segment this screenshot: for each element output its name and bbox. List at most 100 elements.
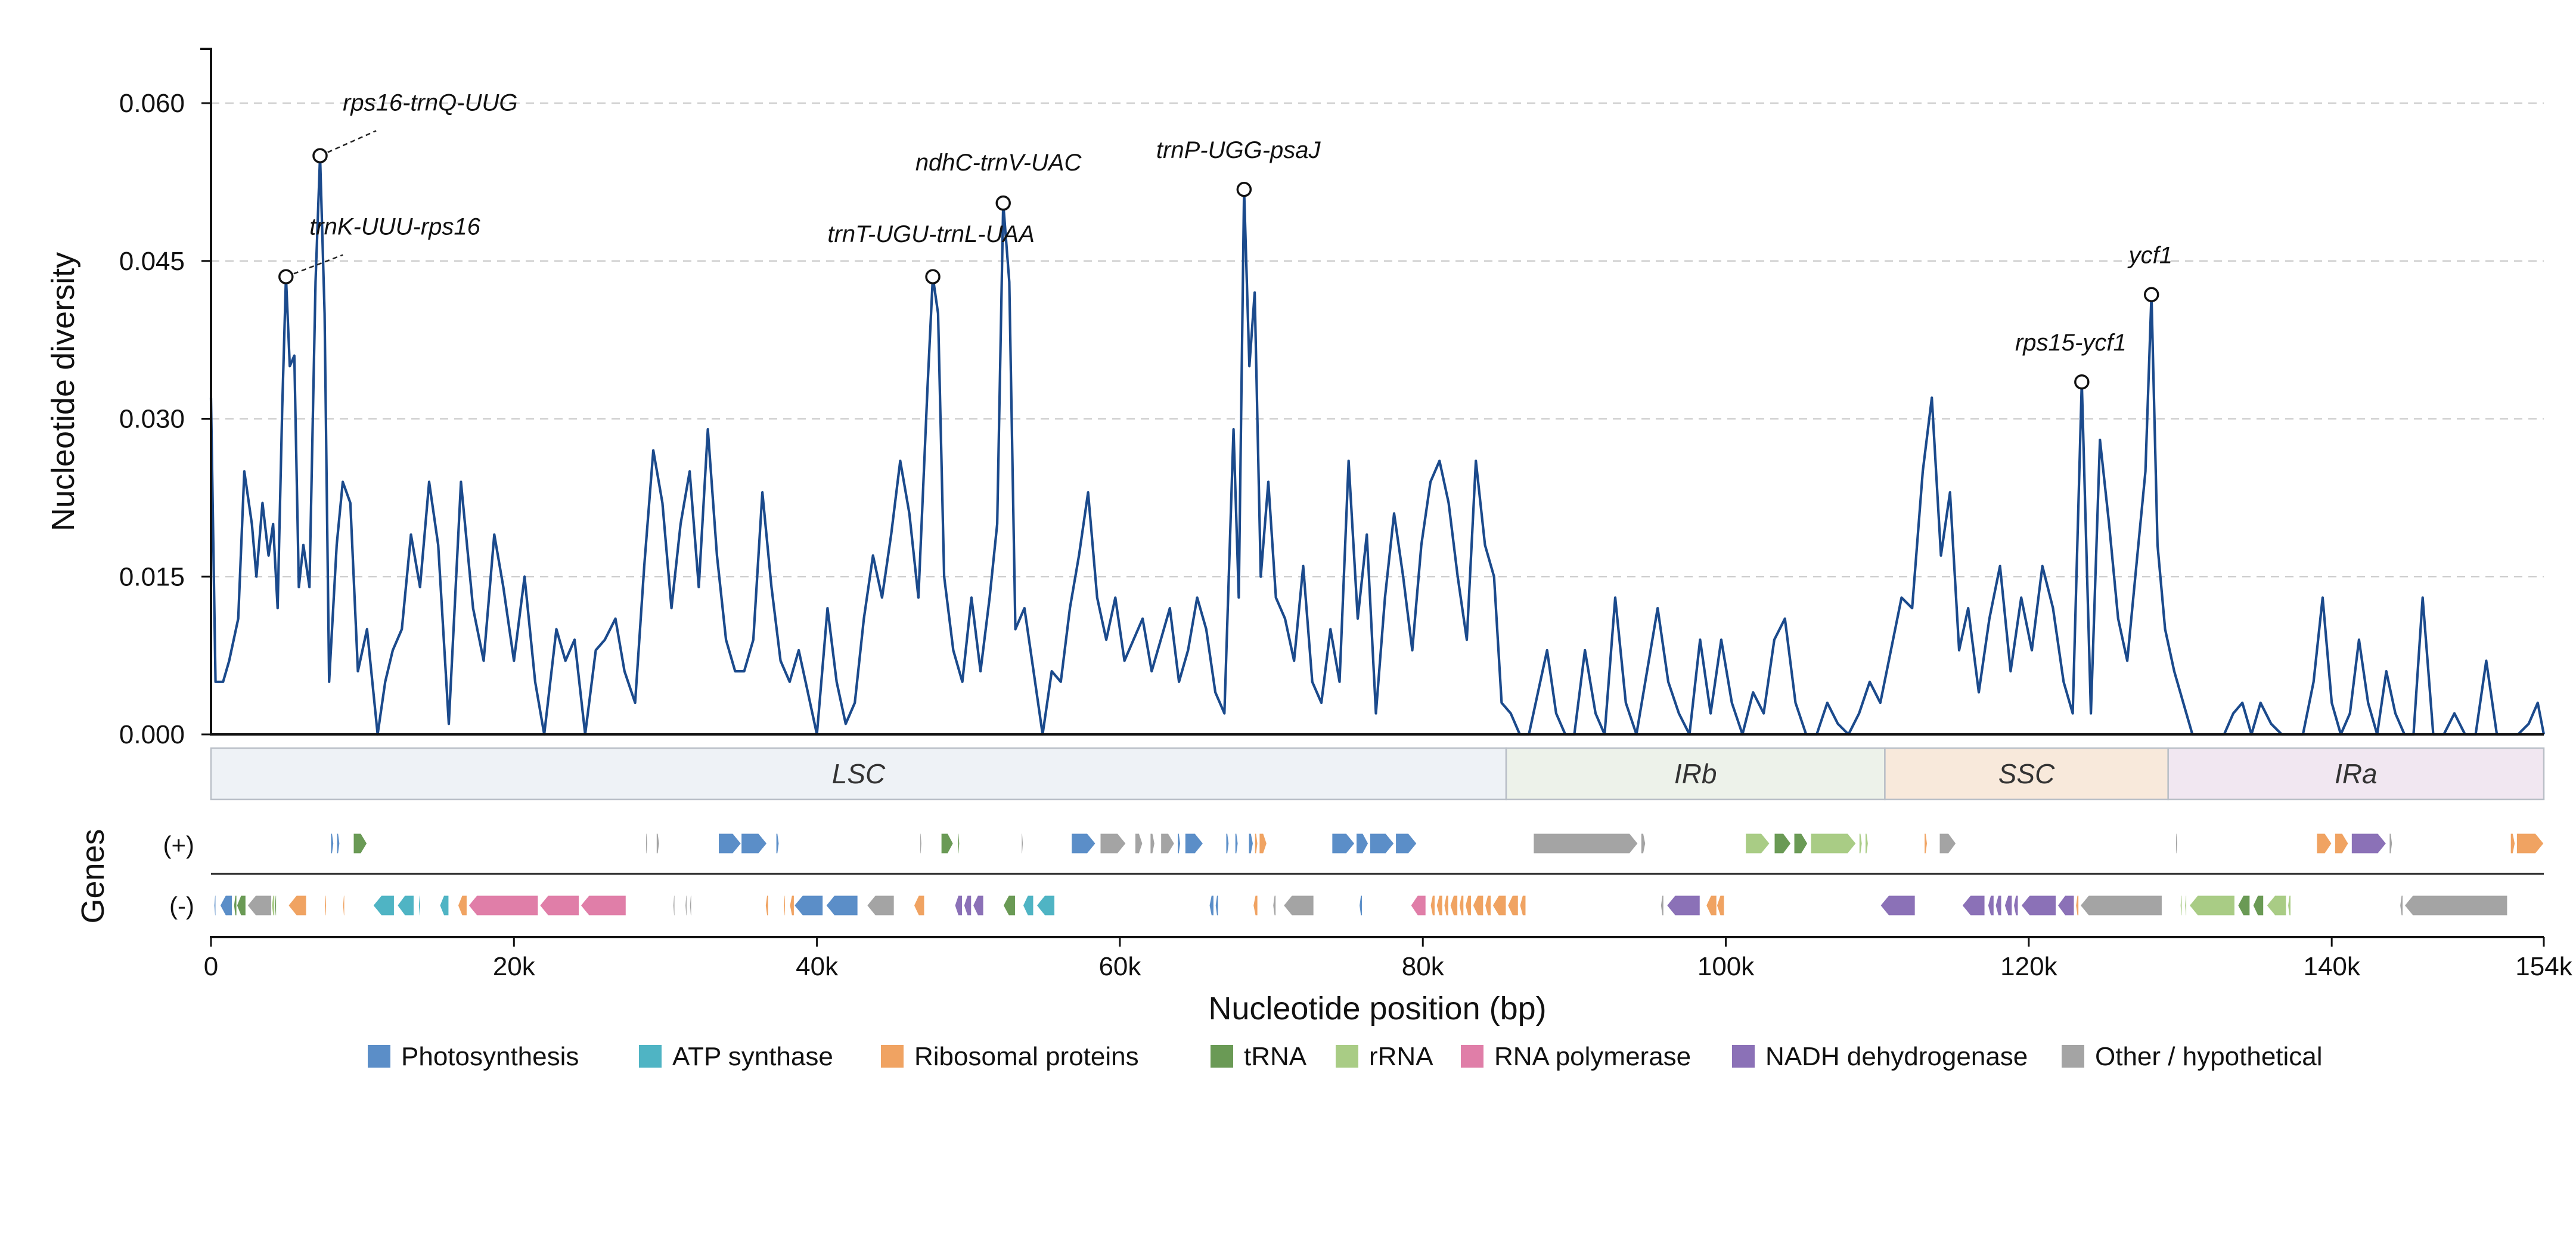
region-label-irb: IRb — [1674, 758, 1717, 789]
gene-minus-strand — [1444, 895, 1450, 916]
gene-minus-strand — [1705, 895, 1717, 916]
legend: Photosynthesis ATP synthase Ribosomal prot… — [368, 1042, 2323, 1071]
gene-minus-strand — [1410, 895, 1426, 916]
gene-plus-strand — [1134, 833, 1143, 854]
gene-minus-strand — [2021, 895, 2057, 916]
gene-plus-strand — [1332, 833, 1355, 854]
gene-minus-strand — [1458, 895, 1464, 916]
gene-minus-strand — [672, 895, 675, 916]
gene-minus-strand — [1283, 895, 1314, 916]
gene-minus-strand — [684, 895, 688, 916]
gene-minus-strand — [1472, 895, 1484, 916]
gene-minus-strand — [2004, 895, 2013, 916]
gene-minus-strand — [2237, 895, 2251, 916]
y-tick-label: 0.060 — [119, 89, 185, 118]
gene-plus-strand — [1259, 833, 1268, 854]
gene-plus-strand — [2510, 833, 2516, 854]
peak-label: ycf1 — [2127, 242, 2172, 268]
gene-minus-strand — [1022, 895, 1034, 916]
region-irb — [1505, 747, 1886, 801]
gene-track-title: Genes — [75, 829, 111, 923]
gene-plus-strand — [775, 833, 780, 854]
legend-label-other: Other / hypothetical — [2095, 1042, 2323, 1071]
gene-plus-strand — [1939, 833, 1957, 854]
gene-minus-strand — [2287, 895, 2292, 916]
legend-swatch-trna — [1211, 1045, 1233, 1068]
gene-plus-strand — [1248, 833, 1254, 854]
legend-swatch-other — [2062, 1045, 2084, 1068]
gene-plus-strand — [1923, 833, 1928, 854]
peak-leader-line — [319, 130, 377, 157]
gene-plus-strand — [1858, 833, 1863, 854]
legend-swatch-atp — [639, 1045, 662, 1068]
gene-track — [213, 833, 2544, 916]
gene-minus-strand — [825, 895, 858, 916]
gene-minus-strand — [1519, 895, 1526, 916]
gene-minus-strand — [1962, 895, 1985, 916]
gene-plus-strand — [2516, 833, 2544, 854]
gene-minus-strand — [954, 895, 963, 916]
gene-minus-strand — [1507, 895, 1519, 916]
gene-minus-strand — [2189, 895, 2236, 916]
gene-minus-strand — [2080, 895, 2163, 916]
gene-minus-strand — [1450, 895, 1458, 916]
gene-minus-strand — [1430, 895, 1436, 916]
gene-plus-strand — [2389, 833, 2393, 854]
gene-plus-strand — [1021, 833, 1024, 854]
gene-minus-strand — [219, 895, 233, 916]
legend-swatch-photo — [368, 1045, 390, 1068]
gene-minus-strand — [793, 895, 824, 916]
gene-plus-strand — [740, 833, 768, 854]
peak-label: rps16-trnQ-UUG — [343, 89, 517, 116]
peak-marker — [995, 195, 1011, 211]
gene-minus-strand — [783, 895, 786, 916]
x-tick-label: 80k — [1402, 952, 1445, 981]
region-label-ira: IRa — [2335, 758, 2378, 789]
gene-plus-strand — [2316, 833, 2332, 854]
gene-minus-strand — [913, 895, 925, 916]
gene-minus-strand — [1995, 895, 2002, 916]
region-label-lsc: LSC — [832, 758, 886, 789]
peak-leader-line — [285, 254, 343, 278]
region-ira — [2167, 747, 2545, 801]
gene-minus-strand — [1660, 895, 1664, 916]
gene-plus-strand — [1150, 833, 1156, 854]
gene-minus-strand — [236, 895, 247, 916]
gene-minus-strand — [2057, 895, 2075, 916]
y-tick-label: 0.015 — [119, 562, 185, 591]
peak-marker — [312, 148, 328, 163]
gene-minus-strand — [963, 895, 972, 916]
legend-label-atp: ATP synthase — [672, 1042, 833, 1071]
legend-label-ndh: NADH dehydrogenase — [1765, 1042, 2028, 1071]
gene-minus-strand — [2266, 895, 2287, 916]
gene-minus-strand — [1003, 895, 1016, 916]
gene-plus-strand — [1355, 833, 1369, 854]
gene-minus-strand — [1666, 895, 1700, 916]
gene-minus-strand — [866, 895, 895, 916]
gene-plus-strand — [1533, 833, 1638, 854]
gene-plus-strand — [1864, 833, 1869, 854]
gene-minus-strand — [1252, 895, 1258, 916]
x-tick-label: 0 — [204, 952, 218, 981]
peak-marker — [2074, 374, 2090, 390]
gene-minus-strand — [1492, 895, 1507, 916]
gene-plus-strand — [1793, 833, 1808, 854]
gene-minus-strand — [580, 895, 626, 916]
gene-minus-strand — [689, 895, 692, 916]
gene-minus-strand — [1484, 895, 1492, 916]
gene-minus-strand — [1273, 895, 1277, 916]
gene-minus-strand — [1358, 895, 1363, 916]
gene-minus-strand — [396, 895, 415, 916]
gene-plus-strand — [957, 833, 960, 854]
gene-minus-strand — [1987, 895, 1995, 916]
gene-plus-strand — [1810, 833, 1857, 854]
region-ssc — [1884, 747, 2169, 801]
y-tick-label: 0.045 — [119, 247, 185, 276]
gene-plus-strand — [645, 833, 648, 854]
gene-plus-strand — [1395, 833, 1417, 854]
gene-plus-strand — [353, 833, 368, 854]
legend-swatch-rnap — [1461, 1045, 1483, 1068]
gene-plus-strand — [1160, 833, 1175, 854]
peak-label: trnK-UUU-rps16 — [309, 214, 480, 240]
